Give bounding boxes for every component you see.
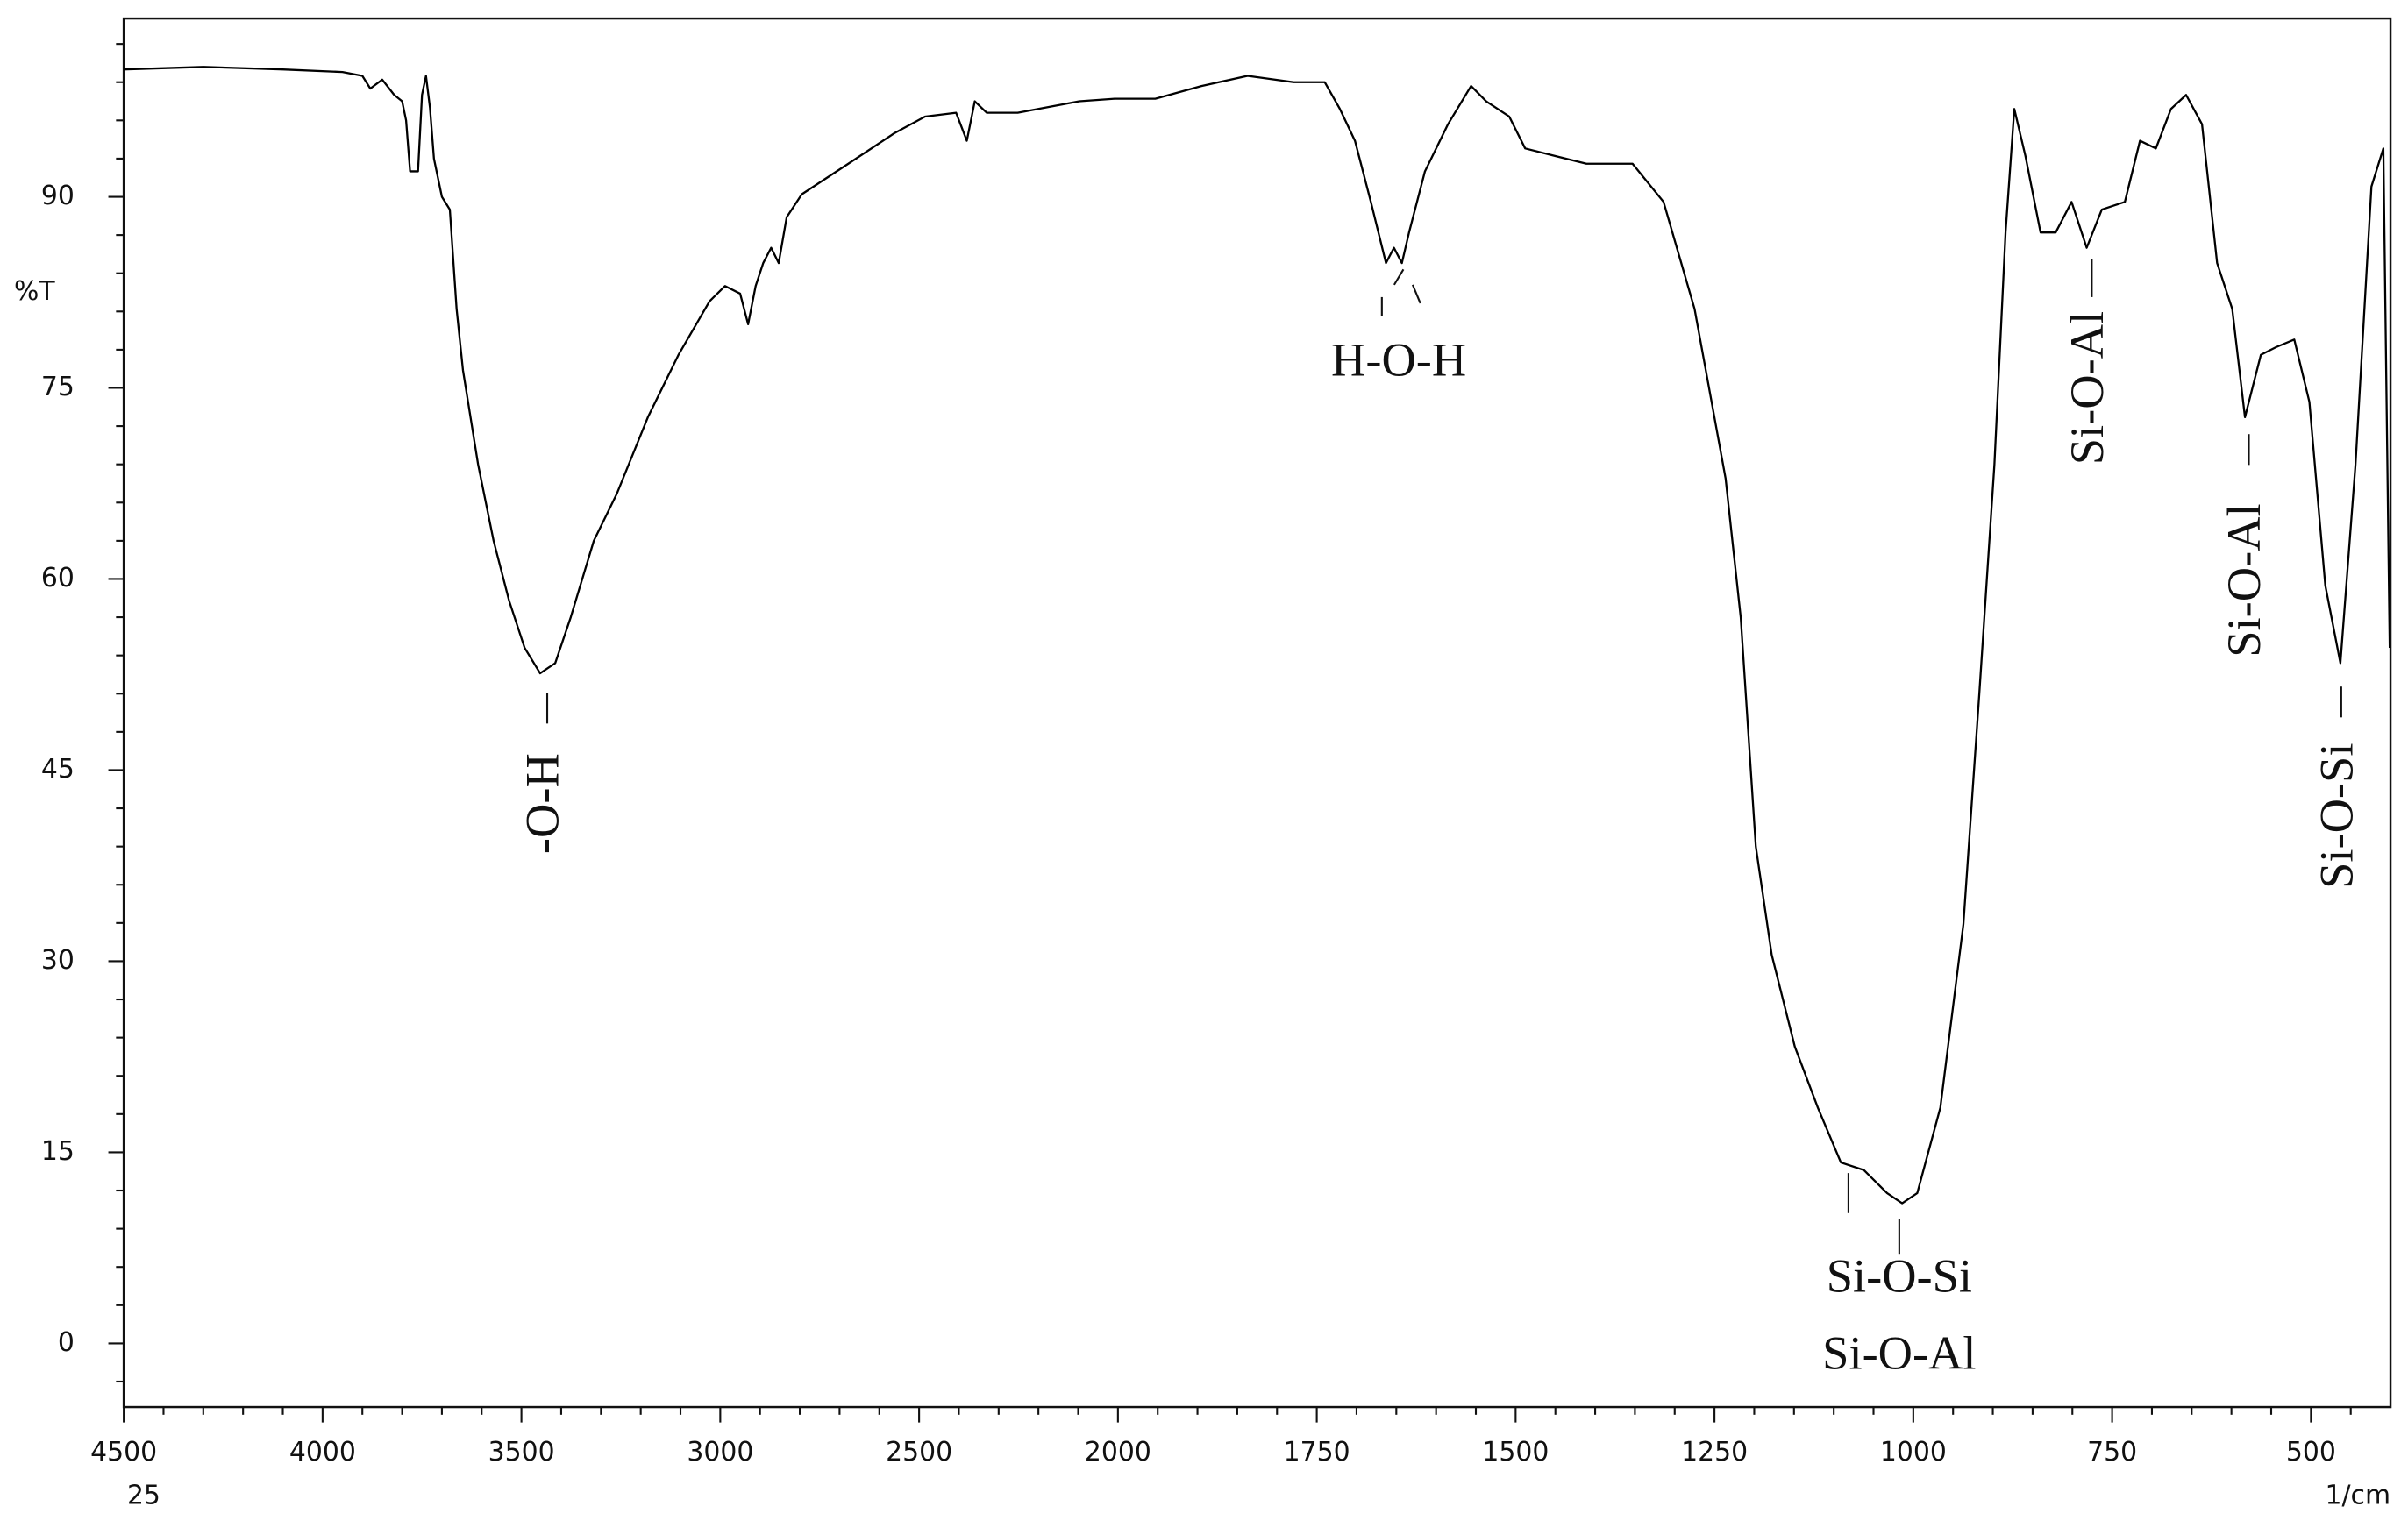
x-tick-label: 3000 (687, 1437, 753, 1468)
annotation: Si-O-Si (1827, 1249, 1972, 1303)
y-tick-label: 30 (41, 945, 75, 976)
y-tick-label: 45 (41, 754, 75, 785)
annotation: Si-O-Al (1822, 1326, 1976, 1379)
x-tick-label: 3500 (488, 1437, 555, 1468)
annotation: Si-O-Al (2217, 503, 2270, 657)
x-tick-label: 1000 (1880, 1437, 1947, 1468)
x-tick-label: 1250 (1681, 1437, 1748, 1468)
x-tick-label: 2000 (1085, 1437, 1151, 1468)
annotation: -O-H (516, 753, 569, 854)
x-tick-label: 1750 (1284, 1437, 1350, 1468)
x-tick-label: 500 (2286, 1437, 2336, 1468)
spectrum-line (124, 66, 2391, 1205)
x-tick-label: 1500 (1482, 1437, 1549, 1468)
annotation-marker (1393, 268, 1405, 286)
x-tick-label: 2500 (886, 1437, 952, 1468)
y-axis-label: %T (14, 276, 55, 307)
annotation-marker (1411, 284, 1421, 304)
corner-label: 25 (127, 1480, 160, 1510)
x-tick-label: 4500 (90, 1437, 157, 1468)
y-tick-label: 0 (58, 1327, 75, 1358)
x-tick-label: 750 (2087, 1437, 2137, 1468)
y-tick-label: 15 (41, 1136, 75, 1167)
annotation: Si-O-Si (2309, 743, 2362, 889)
x-tick-label: 4000 (289, 1437, 356, 1468)
plot-frame (122, 17, 2392, 1409)
x-axis-label: 1/cm (2326, 1480, 2391, 1510)
annotation: H-O-H (1331, 333, 1466, 387)
annotation: Si-O-Al (2060, 311, 2113, 465)
y-tick-label: 60 (41, 563, 75, 593)
y-tick-label: 90 (41, 181, 75, 211)
y-tick-label: 75 (41, 372, 75, 402)
